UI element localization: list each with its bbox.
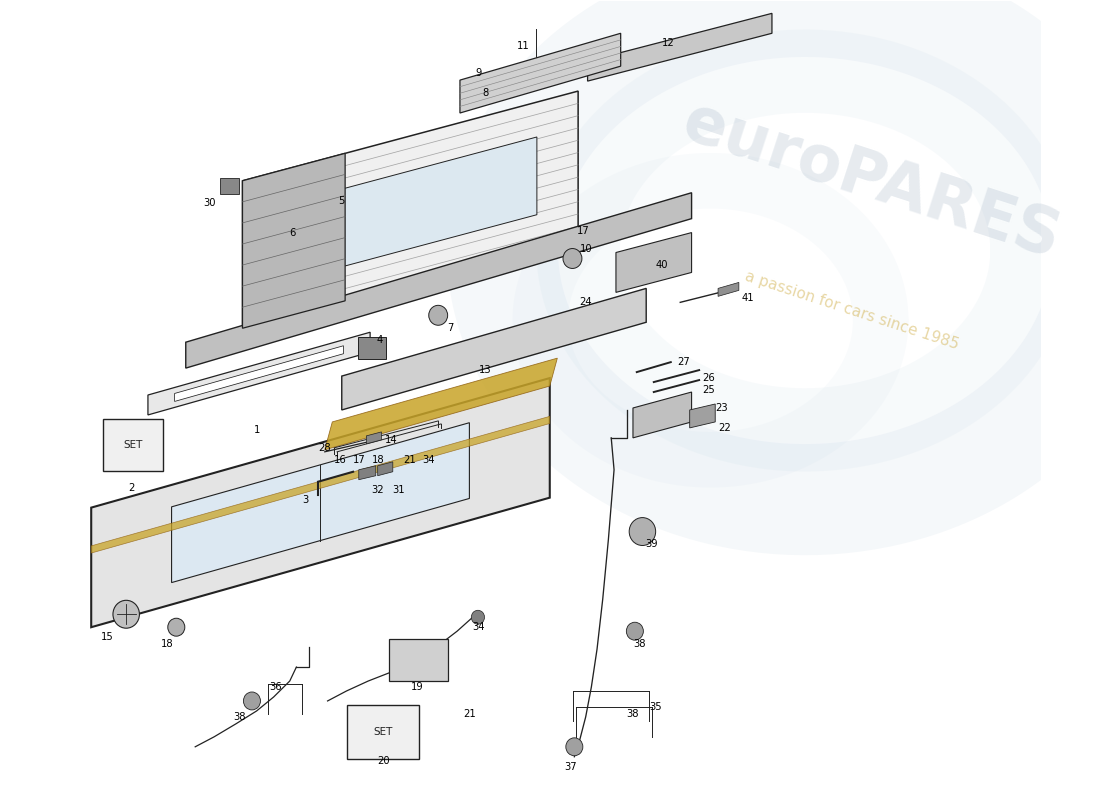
Polygon shape bbox=[91, 416, 550, 553]
Polygon shape bbox=[242, 91, 579, 328]
FancyBboxPatch shape bbox=[220, 178, 239, 194]
Circle shape bbox=[113, 600, 140, 628]
Text: 19: 19 bbox=[411, 682, 424, 692]
Text: 21: 21 bbox=[463, 709, 476, 719]
FancyBboxPatch shape bbox=[348, 705, 419, 758]
Text: 6: 6 bbox=[289, 227, 296, 238]
Text: 2: 2 bbox=[129, 482, 135, 493]
Polygon shape bbox=[377, 462, 393, 476]
Circle shape bbox=[168, 618, 185, 636]
Text: 11: 11 bbox=[517, 42, 530, 51]
Polygon shape bbox=[186, 193, 692, 368]
FancyBboxPatch shape bbox=[389, 639, 448, 681]
Circle shape bbox=[429, 306, 448, 326]
Circle shape bbox=[243, 692, 261, 710]
Text: 13: 13 bbox=[480, 365, 492, 375]
Polygon shape bbox=[587, 14, 772, 81]
Text: 10: 10 bbox=[580, 243, 592, 254]
Text: 28: 28 bbox=[318, 443, 331, 453]
Text: 17: 17 bbox=[352, 454, 365, 465]
Text: 8: 8 bbox=[482, 88, 488, 98]
Polygon shape bbox=[632, 392, 692, 438]
Polygon shape bbox=[284, 137, 537, 282]
Circle shape bbox=[471, 610, 484, 624]
Text: 17: 17 bbox=[576, 226, 590, 235]
Text: 38: 38 bbox=[634, 639, 646, 649]
Circle shape bbox=[565, 738, 583, 756]
Text: 23: 23 bbox=[715, 403, 728, 413]
Text: 20: 20 bbox=[377, 756, 389, 766]
Text: 38: 38 bbox=[627, 709, 639, 719]
Polygon shape bbox=[460, 34, 620, 113]
FancyBboxPatch shape bbox=[358, 338, 386, 359]
Text: 41: 41 bbox=[742, 294, 755, 303]
Text: SET: SET bbox=[374, 727, 393, 737]
Text: 4: 4 bbox=[376, 335, 383, 346]
FancyBboxPatch shape bbox=[102, 419, 163, 470]
Text: 12: 12 bbox=[661, 38, 674, 48]
Text: 15: 15 bbox=[101, 632, 113, 642]
Polygon shape bbox=[366, 432, 382, 444]
Polygon shape bbox=[147, 332, 370, 415]
Polygon shape bbox=[359, 466, 376, 480]
Text: 24: 24 bbox=[580, 298, 592, 307]
Text: a passion for cars since 1985: a passion for cars since 1985 bbox=[744, 269, 961, 352]
Text: 32: 32 bbox=[372, 485, 384, 494]
Text: 25: 25 bbox=[702, 385, 715, 395]
Text: 31: 31 bbox=[393, 485, 405, 494]
Text: 18: 18 bbox=[161, 639, 173, 649]
Polygon shape bbox=[690, 404, 715, 428]
Text: euroPARES: euroPARES bbox=[674, 90, 1068, 271]
Polygon shape bbox=[172, 422, 470, 582]
Text: 26: 26 bbox=[702, 373, 715, 383]
Polygon shape bbox=[616, 233, 692, 292]
Text: 30: 30 bbox=[204, 198, 216, 208]
Polygon shape bbox=[242, 154, 345, 328]
Polygon shape bbox=[342, 288, 646, 410]
Polygon shape bbox=[324, 358, 558, 450]
Polygon shape bbox=[718, 282, 739, 296]
Text: 9: 9 bbox=[475, 68, 482, 78]
Text: 16: 16 bbox=[333, 454, 346, 465]
Text: 40: 40 bbox=[656, 261, 668, 270]
Text: 7: 7 bbox=[448, 323, 453, 334]
Text: 21: 21 bbox=[404, 454, 416, 465]
Circle shape bbox=[626, 622, 644, 640]
Text: 35: 35 bbox=[649, 702, 662, 712]
Text: 5: 5 bbox=[339, 196, 345, 206]
Text: 3: 3 bbox=[302, 494, 309, 505]
Circle shape bbox=[563, 249, 582, 269]
Text: 38: 38 bbox=[233, 712, 246, 722]
Text: 37: 37 bbox=[564, 762, 576, 772]
Text: 27: 27 bbox=[678, 357, 691, 367]
Text: 34: 34 bbox=[473, 622, 485, 632]
Text: SET: SET bbox=[123, 440, 143, 450]
Circle shape bbox=[629, 518, 656, 546]
Text: 39: 39 bbox=[646, 539, 658, 550]
Polygon shape bbox=[175, 346, 343, 402]
Polygon shape bbox=[91, 378, 550, 627]
Text: 1: 1 bbox=[253, 425, 260, 435]
Text: 34: 34 bbox=[422, 454, 435, 465]
Text: 22: 22 bbox=[718, 423, 732, 433]
Text: 14: 14 bbox=[385, 435, 397, 445]
Text: 36: 36 bbox=[270, 682, 282, 692]
Text: 18: 18 bbox=[372, 454, 384, 465]
